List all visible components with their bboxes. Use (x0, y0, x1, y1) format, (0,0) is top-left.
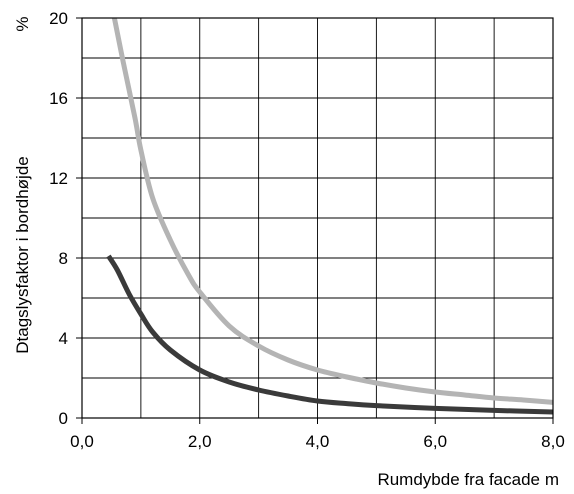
series-2-line (106, 254, 554, 415)
x-tick-label: 8,0 (541, 432, 565, 451)
y-tick-label: 16 (49, 89, 68, 108)
y-tick-label: 4 (59, 329, 68, 348)
x-tick-label: 0,0 (70, 432, 94, 451)
axis-ticks: 0 4 8 12 16 20 0,0 2,0 4,0 6,0 8,0 (49, 9, 565, 451)
x-axis-title: Rumdybde fra facade (377, 470, 540, 489)
y-axis-title: Dtagslysfaktor i bordhøjde (13, 156, 32, 353)
x-tick-label: 4,0 (306, 432, 330, 451)
y-axis-unit: % (13, 16, 32, 31)
x-axis-unit: m (545, 470, 559, 489)
y-tick-label: 12 (49, 169, 68, 188)
x-tick-label: 6,0 (423, 432, 447, 451)
series-lines (106, 17, 554, 415)
y-tick-label: 20 (49, 9, 68, 28)
y-tick-label: 8 (59, 249, 68, 268)
grid (82, 18, 553, 418)
series-1-line (111, 17, 554, 405)
x-tick-label: 2,0 (188, 432, 212, 451)
y-tick-label: 0 (59, 409, 68, 428)
